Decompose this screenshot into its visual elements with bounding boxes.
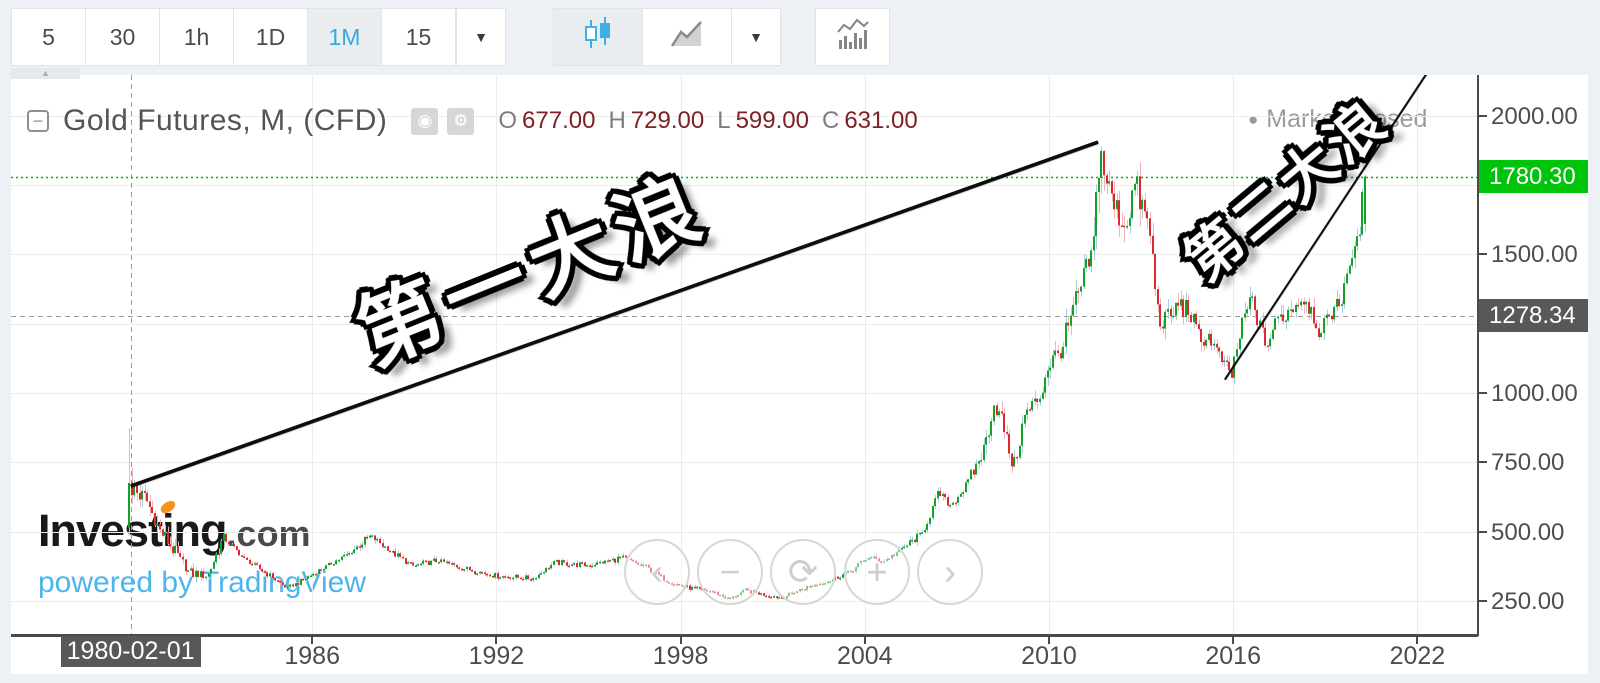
price-tick-label: 2000.00	[1491, 102, 1578, 130]
price-tick-label: 750.00	[1491, 449, 1565, 477]
price-tick	[1479, 530, 1487, 533]
time-tick-label: 2010	[1021, 642, 1077, 670]
interval-button-1D[interactable]: 1D	[233, 8, 308, 66]
price-tick-label: 500.00	[1491, 518, 1565, 546]
minus-icon: −	[32, 111, 44, 131]
interval-button-15[interactable]: 15	[381, 8, 456, 66]
chart-style-line-button[interactable]	[642, 8, 732, 66]
time-tick	[863, 637, 866, 644]
chart-plot-area[interactable]: Investing.com powered by TradingView ●Ma…	[11, 75, 1477, 634]
reset-zoom-button[interactable]: ⟳	[770, 539, 836, 605]
time-tick-label: 2004	[836, 642, 893, 670]
chart-style-dropdown-button[interactable]: ▼	[731, 8, 781, 66]
time-axis-line	[11, 634, 1478, 637]
price-axis-separator	[1477, 75, 1479, 636]
zoom-in-button[interactable]: +	[844, 539, 910, 605]
price-axis[interactable]: 2000.00 1500.00 1000.00 750.00 500.00 250.00 1…	[1477, 75, 1588, 674]
visibility-button[interactable]: ◉	[411, 107, 439, 135]
time-tick-label: 1998	[652, 642, 709, 670]
time-axis[interactable]: 1986 1992 1998 2004 2010 2016 2022 1980-02-01	[11, 634, 1588, 674]
interval-button-5[interactable]: 5	[11, 8, 86, 66]
chart-style-candles-button[interactable]	[553, 8, 643, 66]
price-tick	[1479, 114, 1487, 117]
price-tick	[1479, 461, 1487, 464]
time-tick-label: 2022	[1389, 642, 1446, 670]
volume-bars-icon	[835, 16, 871, 58]
chart-toolbar: 5 30 1h 1D 1M 15 ▼ ▼	[11, 8, 890, 66]
candlestick-chart-canvas[interactable]	[11, 75, 1477, 634]
interval-button-1M[interactable]: 1M	[307, 8, 382, 66]
last-price-badge: 1780.30	[1477, 160, 1588, 194]
candlestick-icon	[581, 16, 615, 58]
time-tick	[1416, 637, 1419, 644]
price-tick	[1479, 599, 1487, 602]
price-tick-label: 1500.00	[1491, 241, 1578, 269]
collapse-toggle[interactable]: −	[27, 110, 49, 132]
price-tick	[1479, 253, 1487, 256]
ohlc-h: H 729.00	[608, 107, 705, 134]
pan-right-button[interactable]: ›	[917, 539, 983, 605]
crosshair-price-badge: 1278.34	[1477, 299, 1588, 333]
interval-dropdown-button[interactable]: ▼	[456, 8, 506, 66]
chart-style-group: ▼	[553, 8, 781, 66]
interval-button-30[interactable]: 30	[85, 8, 160, 66]
time-tick	[1232, 637, 1235, 644]
price-tick	[1479, 391, 1487, 394]
time-tick-label: 2016	[1205, 642, 1261, 670]
time-tick-label: 1986	[284, 642, 340, 670]
chevron-down-icon: ▼	[749, 29, 763, 45]
interval-extra-group: ▼	[456, 8, 506, 66]
chart-header: − Gold Futures, M, (CFD) ◉ ⚙ O 677.00 H 729…	[27, 104, 931, 138]
ohlc-readout: O 677.00 H 729.00 L 599.00 C 631.00	[498, 107, 930, 135]
interval-group: 5 30 1h 1D 1M 15	[11, 8, 456, 66]
time-tick	[495, 637, 498, 644]
price-tick-label: 1000.00	[1491, 379, 1578, 407]
ohlc-o: O 677.00	[498, 107, 596, 134]
symbol-title: Gold Futures, M, (CFD)	[63, 104, 388, 137]
time-tick-label: 1992	[468, 642, 525, 670]
indicator-group	[815, 8, 890, 66]
crosshair-date-badge: 1980-02-01	[60, 636, 201, 667]
settings-button[interactable]: ⚙	[447, 107, 475, 135]
indicators-button[interactable]	[815, 8, 890, 66]
triangle-up-icon: ▲	[41, 68, 50, 78]
zoom-out-button[interactable]: −	[697, 539, 763, 605]
ohlc-c: C 631.00	[821, 107, 918, 134]
time-tick	[311, 637, 314, 644]
pan-left-button[interactable]: ‹	[624, 539, 690, 605]
ohlc-l: L 599.00	[717, 107, 809, 134]
price-tick-label: 250.00	[1491, 587, 1565, 615]
eye-icon: ◉	[417, 111, 433, 130]
interval-button-1h[interactable]: 1h	[159, 8, 234, 66]
time-tick	[1047, 637, 1050, 644]
chevron-down-icon: ▼	[474, 29, 488, 45]
time-tick	[679, 637, 682, 644]
area-chart-icon	[669, 17, 705, 57]
gear-icon: ⚙	[453, 111, 469, 130]
toolbar-collapse-strip[interactable]: ▲	[11, 68, 80, 79]
